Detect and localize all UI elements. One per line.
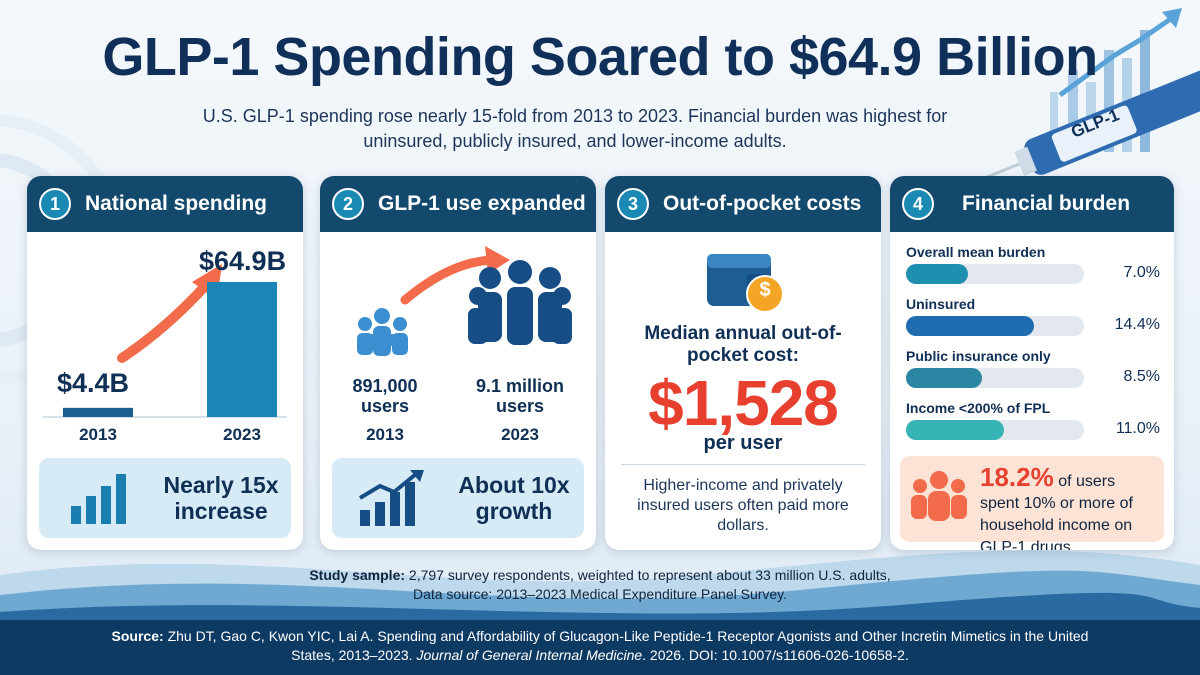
card-header: 4 Financial burden — [890, 176, 1174, 232]
median-label: Median annual out-of-pocket cost: — [644, 323, 842, 366]
card-title: Financial burden — [962, 192, 1131, 215]
burden-label-uninsured: Uninsured — [906, 296, 976, 312]
highlight-box: 18.2% of users spent 10% or more of hous… — [900, 456, 1164, 550]
arrow-head — [485, 246, 510, 274]
people-group-icon — [911, 471, 967, 521]
growth-chart-icon — [358, 470, 424, 526]
median-amount: $1,528 — [648, 367, 839, 439]
spending-bar-chart — [43, 264, 287, 418]
source-citation: Source: Zhu DT, Gao C, Kwon YIC, Lai A. … — [100, 627, 1100, 665]
burden-label-public: Public insurance only — [906, 348, 1051, 364]
study-label: Study sample: — [309, 567, 406, 583]
growth-arrow — [117, 279, 212, 363]
source-journal: Journal of General Internal Medicine — [416, 647, 643, 663]
wallet-icon — [707, 254, 784, 312]
burden-bar-income — [906, 420, 1004, 440]
card-use-expanded: 2 GLP-1 use expanded 891,000 users 9.1 m… — [320, 176, 596, 550]
highlight-text-block: 18.2% of users spent 10% or more of hous… — [980, 464, 1158, 550]
spending-bar-2013 — [63, 407, 133, 417]
source-text: Zhu DT, Gao C, Kwon YIC, Lai A. Spending… — [167, 628, 1089, 663]
burden-track-uninsured — [906, 316, 1084, 336]
large-people-icon — [468, 260, 572, 345]
source-rest: . 2026. DOI: 10.1007/s11606-026-10658-2. — [642, 647, 909, 663]
card-header: 1 National spending — [27, 176, 303, 232]
burden-value-income: 11.0% — [1115, 420, 1160, 437]
callout-box: About 10x growth — [332, 458, 584, 538]
year-label-2013: 2013 — [366, 425, 404, 444]
small-people-icon — [357, 308, 408, 356]
year-label-2013: 2013 — [79, 425, 117, 444]
footer-band — [0, 620, 1200, 675]
card-title: GLP-1 use expanded — [378, 192, 586, 215]
value-label-2023: $64.9B — [199, 246, 287, 276]
card-header: 3 Out-of-pocket costs — [605, 176, 881, 232]
burden-bar-public — [906, 368, 982, 388]
burden-bar-overall — [906, 264, 969, 284]
card-title: National spending — [85, 192, 268, 215]
oop-note: Higher-income and privately insured user… — [637, 477, 849, 534]
burden-value-overall: 7.0% — [1123, 264, 1160, 281]
callout-text: Nearly 15x increase — [163, 472, 279, 524]
card-number: 3 — [617, 188, 649, 220]
users-2013: 891,000 users — [352, 376, 418, 416]
page-subtitle: U.S. GLP-1 spending rose nearly 15-fold … — [202, 106, 948, 151]
per-user-label: per user — [703, 432, 783, 454]
card-number: 4 — [902, 188, 934, 220]
pen-illustration: GLP-1 — [972, 8, 1200, 180]
page-title: GLP-1 Spending Soared to $64.9 Billion — [102, 27, 1098, 87]
growth-arrow — [400, 255, 497, 305]
study-info: Study sample: 2,797 survey respondents, … — [200, 566, 1000, 604]
card-out-of-pocket: 3 Out-of-pocket costs $ Median annual ou… — [605, 176, 881, 550]
spending-bar-2023 — [207, 282, 277, 417]
burden-track-income — [906, 420, 1084, 440]
card-national-spending: 1 National spending $4.4B $64.9B 2013 20… — [27, 176, 303, 550]
highlight-percent: 18.2% — [980, 462, 1054, 492]
burden-track-public — [906, 368, 1084, 388]
study-text: 2,797 survey respondents, weighted to re… — [408, 567, 891, 583]
year-label-2023: 2023 — [501, 425, 539, 444]
bar-chart-icon — [71, 474, 126, 524]
card-number: 2 — [332, 188, 364, 220]
burden-value-uninsured: 14.4% — [1114, 316, 1160, 333]
year-label-2023: 2023 — [223, 425, 261, 444]
card-title: Out-of-pocket costs — [663, 192, 862, 215]
callout-box: Nearly 15x increase — [39, 458, 291, 538]
people-illustration — [357, 246, 572, 356]
callout-text: About 10x growth — [458, 472, 570, 524]
card-header: 2 GLP-1 use expanded — [320, 176, 596, 232]
divider — [621, 464, 865, 465]
source-label: Source: — [111, 628, 164, 644]
burden-bar-uninsured — [906, 316, 1035, 336]
card-financial-burden: 4 Financial burden Overall mean burden 7… — [890, 176, 1174, 550]
burden-label-income: Income <200% of FPL — [906, 400, 1051, 416]
value-label-2013: $4.4B — [57, 368, 130, 398]
burden-track-overall — [906, 264, 1084, 284]
card-number: 1 — [39, 188, 71, 220]
coin-dollar-symbol: $ — [759, 279, 771, 301]
users-2023: 9.1 million users — [475, 376, 565, 416]
burden-label-overall: Overall mean burden — [906, 244, 1046, 260]
highlight-text: of users spent 10% or more of household … — [980, 473, 1133, 550]
burden-value-public: 8.5% — [1123, 368, 1160, 385]
data-source-text: Data source: 2013–2023 Medical Expenditu… — [412, 586, 788, 602]
